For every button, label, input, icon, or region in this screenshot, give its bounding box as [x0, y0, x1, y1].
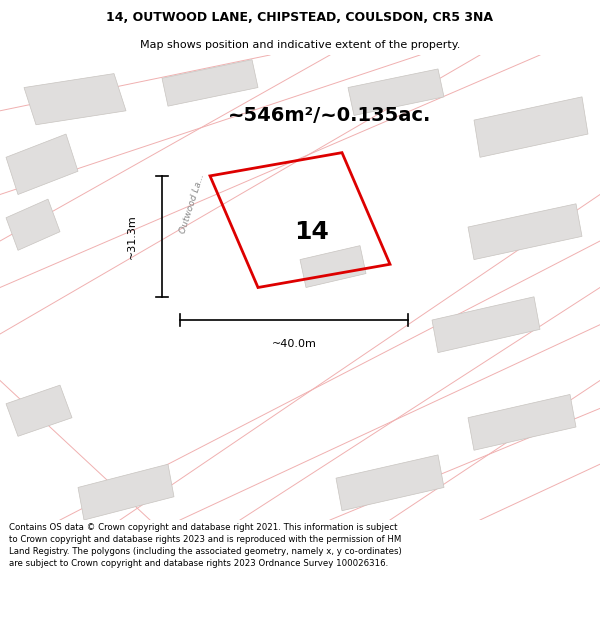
Polygon shape [6, 385, 72, 436]
Polygon shape [24, 74, 126, 125]
Text: ~31.3m: ~31.3m [127, 214, 137, 259]
Polygon shape [6, 199, 60, 250]
Polygon shape [336, 455, 444, 511]
Polygon shape [468, 204, 582, 259]
Polygon shape [468, 394, 576, 450]
Polygon shape [300, 246, 366, 288]
Text: ~546m²/~0.135ac.: ~546m²/~0.135ac. [229, 106, 431, 125]
Polygon shape [432, 297, 540, 352]
Text: 14: 14 [295, 220, 329, 244]
Polygon shape [78, 464, 174, 520]
Polygon shape [6, 134, 78, 194]
Polygon shape [162, 59, 258, 106]
Text: Map shows position and indicative extent of the property.: Map shows position and indicative extent… [140, 39, 460, 49]
Text: Outwood La...: Outwood La... [178, 173, 206, 235]
Polygon shape [474, 97, 588, 158]
Text: 14, OUTWOOD LANE, CHIPSTEAD, COULSDON, CR5 3NA: 14, OUTWOOD LANE, CHIPSTEAD, COULSDON, C… [107, 11, 493, 24]
Polygon shape [348, 69, 444, 116]
Text: Contains OS data © Crown copyright and database right 2021. This information is : Contains OS data © Crown copyright and d… [9, 523, 402, 568]
Text: ~40.0m: ~40.0m [272, 339, 316, 349]
